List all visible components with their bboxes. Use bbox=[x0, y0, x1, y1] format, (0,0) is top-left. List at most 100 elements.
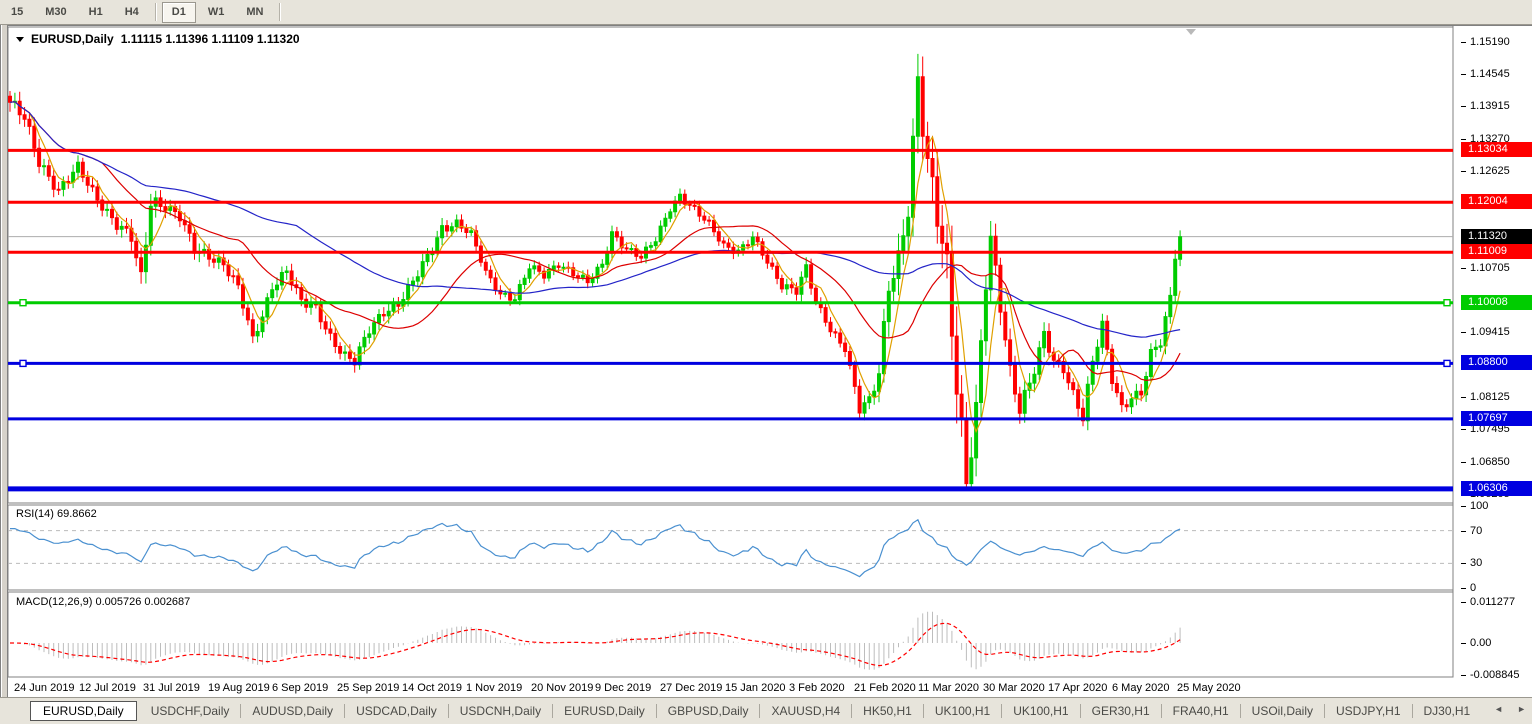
price-axis-label-1-06850: 1.06850 bbox=[1470, 456, 1510, 468]
axis-tick bbox=[1461, 106, 1466, 107]
date-label-11-mar-2020: 11 Mar 2020 bbox=[918, 682, 979, 694]
chart-title: EURUSD,Daily 1.11115 1.11396 1.11109 1.1… bbox=[16, 32, 300, 46]
date-axis[interactable]: 24 Jun 2019 12 Jul 2019 31 Jul 2019 19 Aug … bbox=[8, 678, 1532, 697]
tab-scroll-arrows: ◄ ► bbox=[1494, 704, 1526, 714]
tab-separator bbox=[1324, 704, 1326, 718]
tab-separator bbox=[1411, 704, 1413, 718]
rsi-pane[interactable] bbox=[8, 504, 1454, 591]
price-badge-1-08800: 1.08800 bbox=[1461, 355, 1532, 370]
tab-separator bbox=[1160, 704, 1162, 718]
axis-tick bbox=[1461, 397, 1466, 398]
tab-separator bbox=[344, 704, 346, 718]
window-left-border bbox=[0, 25, 8, 697]
rsi-scale-100: 100 bbox=[1470, 500, 1489, 512]
timeframe-button-m30[interactable]: M30 bbox=[45, 5, 67, 18]
price-pane[interactable] bbox=[8, 26, 1454, 504]
price-badge-1-07697: 1.07697 bbox=[1461, 411, 1532, 426]
price-axis-label-1-08125: 1.08125 bbox=[1470, 391, 1510, 403]
date-label-20-nov-2019: 20 Nov 2019 bbox=[531, 682, 594, 694]
price-badge-1-10008: 1.10008 bbox=[1461, 295, 1532, 310]
date-label-15-jan-2020: 15 Jan 2020 bbox=[725, 682, 786, 694]
rsi-scale-70: 70 bbox=[1470, 525, 1483, 537]
date-label-1-nov-2019: 1 Nov 2019 bbox=[466, 682, 523, 694]
date-label-24-jun-2019: 24 Jun 2019 bbox=[14, 682, 75, 694]
axis-tick bbox=[1461, 675, 1466, 676]
date-label-25-may-2020: 25 May 2020 bbox=[1177, 682, 1241, 694]
price-axis-label-1-14545: 1.14545 bbox=[1470, 68, 1510, 80]
line-handle-right-1-10008[interactable] bbox=[1443, 299, 1451, 307]
line-handle-right-1-08800[interactable] bbox=[1443, 359, 1451, 368]
timeframe-button-mn[interactable]: MN bbox=[246, 5, 264, 18]
tab-separator bbox=[1079, 704, 1081, 718]
chart-tab-fra40-h1[interactable]: FRA40,H1 bbox=[1172, 704, 1229, 718]
timeframe-button-15[interactable]: 15 bbox=[11, 5, 24, 18]
price-badge-1-06306: 1.06306 bbox=[1461, 481, 1532, 496]
ma-slow-line bbox=[9, 101, 1181, 338]
chart-tab-ger30-h1[interactable]: GER30,H1 bbox=[1091, 704, 1150, 718]
tab-separator bbox=[759, 704, 761, 718]
timeframe-button-h4[interactable]: H4 bbox=[124, 5, 139, 18]
axis-tick bbox=[1461, 429, 1466, 430]
date-label-14-oct-2019: 14 Oct 2019 bbox=[402, 682, 462, 694]
chart-tab-usoil-daily[interactable]: USOil,Daily bbox=[1251, 704, 1314, 718]
axis-tick bbox=[1461, 74, 1466, 75]
chart-tab-usdchf-daily[interactable]: USDCHF,Daily bbox=[150, 704, 230, 718]
chart-tab-xauusd-h4[interactable]: XAUUSD,H4 bbox=[771, 704, 841, 718]
date-label-19-aug-2019: 19 Aug 2019 bbox=[208, 682, 270, 694]
axis-tick bbox=[1461, 506, 1466, 507]
timeframe-button-d1[interactable]: D1 bbox=[161, 1, 196, 23]
chart-tab-uk100-h1[interactable]: UK100,H1 bbox=[934, 704, 991, 718]
axis-tick bbox=[1461, 332, 1466, 333]
chart-tab-dj30-h1[interactable]: DJ30,H1 bbox=[1423, 704, 1471, 718]
date-label-17-apr-2020: 17 Apr 2020 bbox=[1048, 682, 1108, 694]
axis-tick bbox=[1461, 268, 1466, 269]
chart-tab-usdjpy-h1[interactable]: USDJPY,H1 bbox=[1336, 704, 1401, 718]
date-label-25-sep-2019: 25 Sep 2019 bbox=[337, 682, 400, 694]
price-badge-1-11009: 1.11009 bbox=[1461, 244, 1532, 259]
timeframe-button-w1[interactable]: W1 bbox=[207, 5, 225, 18]
line-handle-left-1-08800[interactable] bbox=[19, 359, 27, 368]
date-label-6-may-2020: 6 May 2020 bbox=[1112, 682, 1170, 694]
axis-tick bbox=[1461, 42, 1466, 43]
chart-tab-gbpusd-daily[interactable]: GBPUSD,Daily bbox=[667, 704, 749, 718]
rsi-line bbox=[10, 518, 1181, 578]
right-shift-marker-icon bbox=[1186, 29, 1196, 35]
price-axis-label-1-12625: 1.12625 bbox=[1470, 165, 1510, 177]
tab-separator bbox=[447, 704, 449, 718]
macd-indicator-label: MACD(12,26,9) 0.005726 0.002687 bbox=[16, 596, 191, 608]
date-label-30-mar-2020: 30 Mar 2020 bbox=[983, 682, 1045, 694]
chart-tab-eurusd-daily[interactable]: EURUSD,Daily bbox=[564, 704, 645, 718]
price-chart-canvas[interactable] bbox=[8, 26, 1532, 698]
axis-tick bbox=[1461, 462, 1466, 463]
toolbar-separator bbox=[154, 3, 156, 21]
current-price-badge: 1.11320 bbox=[1461, 229, 1532, 244]
tab-separator bbox=[1239, 704, 1241, 718]
chart-tab-hk50-h1[interactable]: HK50,H1 bbox=[863, 704, 912, 718]
tab-separator bbox=[552, 704, 554, 718]
chart-window: EURUSD,Daily 1.11115 1.11396 1.11109 1.1… bbox=[8, 25, 1532, 697]
chart-dropdown-icon[interactable] bbox=[16, 36, 24, 42]
macd-signal-line bbox=[10, 622, 1181, 667]
chart-symbol-label: EURUSD,Daily bbox=[31, 32, 114, 46]
chart-tab-uk100-h1[interactable]: UK100,H1 bbox=[1013, 704, 1069, 718]
toolbar-separator bbox=[279, 3, 281, 21]
price-badge-1-12004: 1.12004 bbox=[1461, 194, 1532, 209]
chart-tab-audusd-daily[interactable]: AUDUSD,Daily bbox=[252, 704, 334, 718]
chart-tab-usdcad-daily[interactable]: USDCAD,Daily bbox=[356, 704, 437, 718]
ma-medium-line bbox=[9, 101, 1181, 382]
chart-tab-eurusd-daily[interactable]: EURUSD,Daily bbox=[30, 701, 137, 721]
macd-pane[interactable] bbox=[8, 591, 1454, 678]
tab-scroll-right-icon[interactable]: ► bbox=[1517, 704, 1526, 714]
tab-separator bbox=[851, 704, 853, 718]
timeframe-button-h1[interactable]: H1 bbox=[88, 5, 103, 18]
axis-tick bbox=[1461, 171, 1466, 172]
tab-separator bbox=[240, 704, 242, 718]
macd-scale-0011277: 0.011277 bbox=[1470, 596, 1516, 608]
tab-scroll-left-icon[interactable]: ◄ bbox=[1494, 704, 1504, 714]
price-badge-1-13034: 1.13034 bbox=[1461, 142, 1532, 157]
chart-tab-usdcnh-daily[interactable]: USDCNH,Daily bbox=[459, 704, 542, 718]
timeframe-toolbar: 15 M30 H1 H4 D1 W1 MN bbox=[0, 0, 1532, 25]
date-label-6-sep-2019: 6 Sep 2019 bbox=[272, 682, 329, 694]
line-handle-left-1-10008[interactable] bbox=[19, 299, 27, 307]
